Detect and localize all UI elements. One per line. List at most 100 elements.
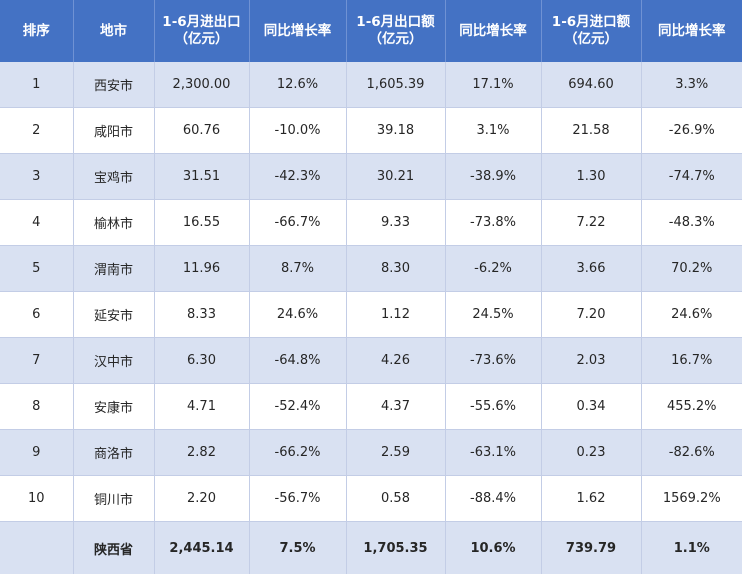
total-cell-city: 陕西省 [73,522,154,574]
cell-import: 694.60 [541,62,641,108]
cell-rank: 3 [0,154,73,200]
cell-export-growth: 24.5% [445,292,541,338]
total-cell-total-growth: 7.5% [249,522,346,574]
cell-rank: 7 [0,338,73,384]
cell-city: 宝鸡市 [73,154,154,200]
cell-city: 汉中市 [73,338,154,384]
cell-rank: 4 [0,200,73,246]
header-total-trade-line1: 1-6月进出口 [157,14,247,31]
cell-import: 1.62 [541,476,641,522]
cell-total-trade: 31.51 [154,154,249,200]
cell-total-trade: 4.71 [154,384,249,430]
cell-total-growth: -10.0% [249,108,346,154]
table-header: 排序 地市 1-6月进出口（亿元） 同比增长率 1-6月出口额（亿元） 同比增长… [0,0,742,62]
header-total-trade-line2: （亿元） [157,31,247,48]
header-row: 排序 地市 1-6月进出口（亿元） 同比增长率 1-6月出口额（亿元） 同比增长… [0,0,742,62]
header-export-line2: （亿元） [349,31,443,48]
cell-import: 21.58 [541,108,641,154]
cell-export-growth: 17.1% [445,62,541,108]
cell-import: 1.30 [541,154,641,200]
cell-city: 咸阳市 [73,108,154,154]
header-rank-label: 排序 [2,23,71,40]
cell-total-trade: 2.20 [154,476,249,522]
cell-export: 9.33 [346,200,445,246]
cell-city: 渭南市 [73,246,154,292]
cell-import-growth: 1569.2% [641,476,742,522]
cell-export-growth: -55.6% [445,384,541,430]
header-import-growth: 同比增长率 [641,0,742,62]
cell-import: 7.22 [541,200,641,246]
total-cell-rank [0,522,73,574]
cell-city: 铜川市 [73,476,154,522]
cell-city: 榆林市 [73,200,154,246]
cell-import-growth: 24.6% [641,292,742,338]
cell-rank: 1 [0,62,73,108]
cell-export: 39.18 [346,108,445,154]
cell-export: 30.21 [346,154,445,200]
header-rank: 排序 [0,0,73,62]
cell-export-growth: -63.1% [445,430,541,476]
total-cell-import: 739.79 [541,522,641,574]
cell-import: 0.34 [541,384,641,430]
cell-rank: 9 [0,430,73,476]
cell-import-growth: -26.9% [641,108,742,154]
cell-total-trade: 8.33 [154,292,249,338]
cell-rank: 6 [0,292,73,338]
cell-export: 8.30 [346,246,445,292]
cell-total-growth: 8.7% [249,246,346,292]
cell-export-growth: -73.8% [445,200,541,246]
header-city-label: 地市 [76,23,152,40]
cell-total-growth: -42.3% [249,154,346,200]
cell-export: 1.12 [346,292,445,338]
cell-total-growth: -56.7% [249,476,346,522]
cell-total-growth: -64.8% [249,338,346,384]
cell-city: 商洛市 [73,430,154,476]
cell-total-trade: 2,300.00 [154,62,249,108]
header-export-line1: 1-6月出口额 [349,14,443,31]
cell-total-growth: -66.7% [249,200,346,246]
cell-total-trade: 60.76 [154,108,249,154]
cell-import-growth: -82.6% [641,430,742,476]
cell-import-growth: -48.3% [641,200,742,246]
cell-export: 0.58 [346,476,445,522]
header-import-growth-label: 同比增长率 [644,23,741,40]
cell-export-growth: -6.2% [445,246,541,292]
total-cell-total-trade: 2,445.14 [154,522,249,574]
cell-import: 2.03 [541,338,641,384]
cell-city: 西安市 [73,62,154,108]
cell-export-growth: -73.6% [445,338,541,384]
header-city: 地市 [73,0,154,62]
total-cell-export-growth: 10.6% [445,522,541,574]
cell-export-growth: -38.9% [445,154,541,200]
cell-export: 2.59 [346,430,445,476]
cell-total-trade: 2.82 [154,430,249,476]
cell-total-trade: 6.30 [154,338,249,384]
cell-total-trade: 11.96 [154,246,249,292]
header-total-growth-label: 同比增长率 [252,23,344,40]
cell-import-growth: 16.7% [641,338,742,384]
cell-rank: 5 [0,246,73,292]
cell-import: 7.20 [541,292,641,338]
cell-total-growth: -66.2% [249,430,346,476]
total-cell-import-growth: 1.1% [641,522,742,574]
header-export-growth: 同比增长率 [445,0,541,62]
cell-import-growth: -74.7% [641,154,742,200]
cell-import-growth: 3.3% [641,62,742,108]
cell-city: 安康市 [73,384,154,430]
cell-rank: 10 [0,476,73,522]
header-total-trade: 1-6月进出口（亿元） [154,0,249,62]
header-total-growth: 同比增长率 [249,0,346,62]
cell-import-growth: 455.2% [641,384,742,430]
cell-total-growth: 24.6% [249,292,346,338]
header-import-line1: 1-6月进口额 [544,14,639,31]
cell-export-growth: -88.4% [445,476,541,522]
